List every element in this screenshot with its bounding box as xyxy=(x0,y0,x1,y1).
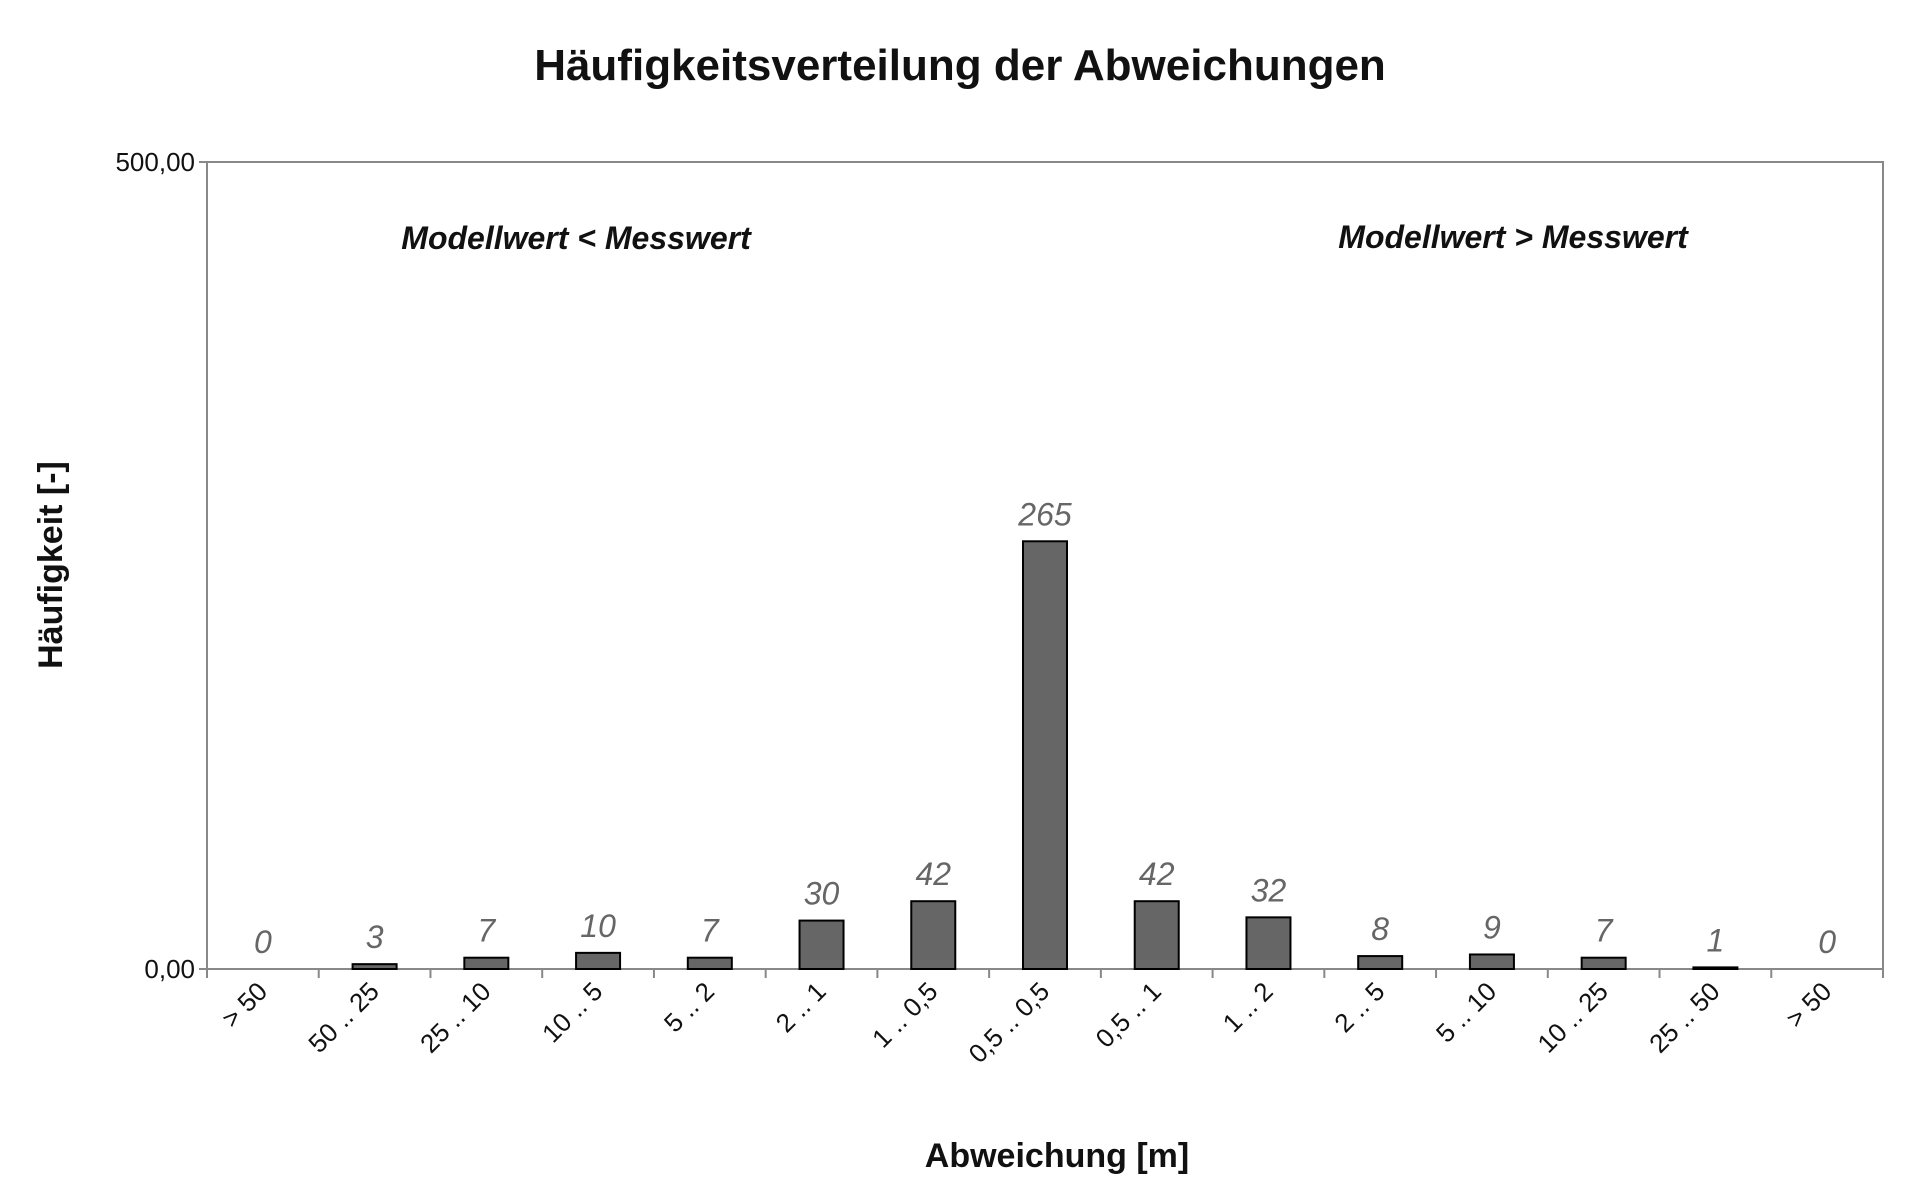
data-label: 7 xyxy=(1595,913,1614,949)
bar xyxy=(1357,955,1404,971)
x-tick-label: 5 .. 2 xyxy=(658,976,720,1038)
data-label: 7 xyxy=(701,913,720,949)
x-tick-label: > 50 xyxy=(216,976,274,1034)
bar xyxy=(1022,540,1068,970)
x-tick-labels: > 50 50 .. 25 25 .. 10 10 .. 5 5 .. 2 2 .. 1 1… xyxy=(216,976,1838,1069)
x-tick-label: 50 .. 25 xyxy=(302,976,385,1059)
data-label: 1 xyxy=(1707,922,1725,958)
data-label: 10 xyxy=(580,908,616,944)
bar xyxy=(575,951,622,970)
bar xyxy=(686,956,733,971)
annotation-right: Modellwert > Messwert xyxy=(1338,219,1689,255)
x-tick-label: 5 .. 10 xyxy=(1430,976,1502,1048)
x-tick-label: 0,5 .. 0,5 xyxy=(962,976,1055,1069)
y-axis-label: Häufigkeit [-] xyxy=(32,461,70,669)
x-axis-label: Abweichung [m] xyxy=(925,1137,1189,1175)
chart-title: Häufigkeitsverteilung der Abweichungen xyxy=(534,41,1386,90)
data-label: 30 xyxy=(804,876,840,912)
bar xyxy=(463,956,510,971)
data-label: 32 xyxy=(1251,872,1287,908)
data-label: 3 xyxy=(366,919,384,955)
data-label: 265 xyxy=(1017,496,1072,532)
annotation-left: Modellwert < Messwert xyxy=(401,220,752,256)
bar xyxy=(1692,966,1739,970)
x-tick-label: 10 .. 5 xyxy=(536,976,608,1048)
y-tick-label: 0,00 xyxy=(144,954,195,984)
x-tick-label: 1 .. 2 xyxy=(1217,976,1279,1038)
x-tick-label: > 50 xyxy=(1780,976,1838,1034)
data-label: 8 xyxy=(1371,911,1389,947)
y-tick-label: 500,00 xyxy=(115,147,195,177)
bar xyxy=(1580,956,1627,971)
data-label: 0 xyxy=(1818,924,1836,960)
bar xyxy=(351,963,398,971)
x-tick-label: 1 .. 0,5 xyxy=(866,976,943,1053)
data-label: 0 xyxy=(254,924,272,960)
data-label: 42 xyxy=(915,856,951,892)
bar xyxy=(910,900,957,970)
x-tick-label: 25 .. 50 xyxy=(1643,976,1726,1059)
x-tick-label: 0,5 .. 1 xyxy=(1090,976,1167,1053)
x-axis xyxy=(206,969,1884,978)
data-label: 7 xyxy=(477,913,496,949)
bar xyxy=(1468,953,1515,970)
bar xyxy=(1245,916,1292,970)
data-label: 9 xyxy=(1483,909,1501,945)
bars xyxy=(351,540,1739,971)
x-tick-label: 25 .. 10 xyxy=(414,976,497,1059)
x-tick-label: 2 .. 1 xyxy=(770,976,832,1038)
bar xyxy=(798,919,845,971)
data-label: 42 xyxy=(1139,856,1175,892)
x-tick-label: 2 .. 5 xyxy=(1328,976,1390,1038)
x-tick-label: 10 .. 25 xyxy=(1531,976,1614,1059)
y-axis: 0,00 500,00 xyxy=(115,147,207,984)
bar xyxy=(1133,900,1180,970)
